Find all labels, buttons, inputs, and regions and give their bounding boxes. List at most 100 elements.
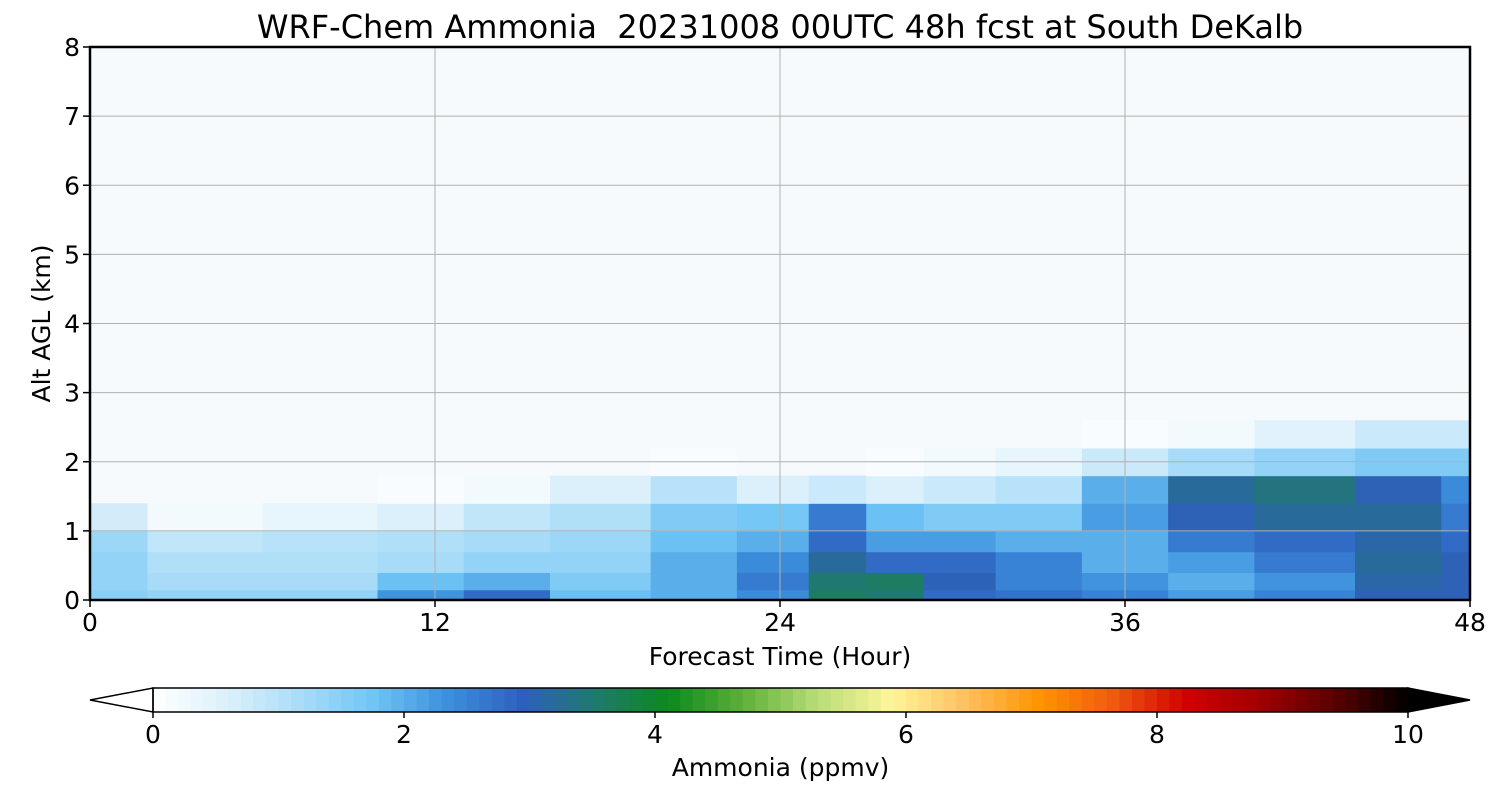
heatmap-cell <box>377 551 465 573</box>
heatmap-cell <box>650 503 738 532</box>
colorbar-segment <box>767 688 782 712</box>
colorbar-segment <box>981 688 995 712</box>
colorbar-segment <box>429 688 443 712</box>
colorbar-segment <box>1094 688 1108 712</box>
colorbar-segment <box>642 688 656 712</box>
heatmap-cell <box>377 589 465 601</box>
colorbar-segment <box>968 688 982 712</box>
colorbar-segment <box>830 688 844 712</box>
heatmap-cell <box>866 551 925 573</box>
y-tick-label: 6 <box>64 171 80 200</box>
heatmap-cell <box>550 503 652 532</box>
heatmap-cell <box>377 572 465 591</box>
heatmap-cell <box>1254 589 1356 601</box>
colorbar-segment <box>491 688 505 712</box>
heatmap-cell <box>808 530 867 553</box>
colorbar-segment <box>880 688 895 712</box>
heatmap-cell <box>650 475 738 504</box>
y-tick-label: 8 <box>64 33 80 62</box>
heatmap-cell <box>262 572 379 591</box>
colorbar-segment <box>203 688 217 712</box>
colorbar-segment <box>378 688 393 712</box>
heatmap-cell <box>463 551 551 573</box>
heatmap-cell <box>995 589 1083 601</box>
heatmap-cell <box>147 530 264 553</box>
colorbar-extend-low <box>89 687 154 713</box>
y-tick-label: 7 <box>64 102 80 131</box>
colorbar-segment <box>629 688 644 712</box>
heatmap-cell <box>1355 551 1442 573</box>
colorbar-segment <box>278 688 292 712</box>
heatmap-cell <box>147 503 264 532</box>
colorbar-segment <box>529 688 543 712</box>
colorbar-frame <box>152 687 1409 713</box>
colorbar-segment <box>404 688 418 712</box>
colorbar-extend-high <box>1407 687 1471 713</box>
colorbar-segment <box>1244 688 1258 712</box>
heatmap-cell <box>866 572 925 591</box>
colorbar-segment <box>366 688 380 712</box>
heatmap-cell <box>866 503 925 532</box>
colorbar-segment <box>1232 688 1246 712</box>
colorbar-segment <box>1395 688 1409 712</box>
heatmap-cell <box>550 551 652 573</box>
colorbar-segment <box>1157 688 1171 712</box>
heatmap-cell <box>650 551 738 573</box>
colorbar-segment <box>667 688 681 712</box>
y-tick-label: 4 <box>64 310 80 339</box>
colorbar-segment <box>1018 688 1033 712</box>
colorbar-segment <box>906 688 920 712</box>
heatmap-cell <box>1355 530 1442 553</box>
heatmap-cell <box>1441 530 1471 553</box>
colorbar-segment <box>1382 688 1397 712</box>
heatmap-cell <box>1355 420 1442 449</box>
colorbar-segment <box>516 688 531 712</box>
colorbar-segment <box>1370 688 1384 712</box>
colorbar-segment <box>353 688 367 712</box>
heatmap-cell <box>1441 551 1471 573</box>
colorbar-segment <box>1069 688 1083 712</box>
colorbar-segment <box>818 688 832 712</box>
colorbar-segment <box>1056 688 1070 712</box>
colorbar-segment <box>705 688 719 712</box>
heatmap-cell <box>736 530 810 553</box>
colorbar-segment <box>780 688 794 712</box>
heatmap-cell <box>866 530 925 553</box>
heatmap-cell <box>1441 589 1471 601</box>
colorbar-segment <box>215 688 229 712</box>
heatmap-cell <box>147 551 264 573</box>
heatmap-cell <box>995 503 1083 532</box>
colorbar-segment <box>454 688 468 712</box>
colorbar-segment <box>1006 688 1020 712</box>
heatmap-cell <box>1254 420 1356 449</box>
x-tick-label: 0 <box>82 608 98 637</box>
heatmap-cell <box>262 530 379 553</box>
heatmap-cell <box>463 589 551 601</box>
heatmap-cell <box>463 530 551 553</box>
heatmap-cell <box>463 503 551 532</box>
heatmap-cell <box>147 589 264 601</box>
colorbar-segment <box>918 688 932 712</box>
heatmap-cell <box>808 475 867 504</box>
colorbar-segment <box>1357 688 1371 712</box>
colorbar-tick-label: 4 <box>647 720 663 749</box>
colorbar-segment <box>1081 688 1095 712</box>
heatmap-cell <box>808 589 867 601</box>
colorbar-segment <box>1119 688 1133 712</box>
heatmap-cell <box>1441 503 1471 532</box>
heatmap-cell <box>923 589 997 601</box>
y-tick-label: 1 <box>64 517 80 546</box>
heatmap-cell <box>736 475 810 504</box>
heatmap-cell <box>808 503 867 532</box>
heatmap-cell <box>147 572 264 591</box>
colorbar-segment <box>466 688 480 712</box>
colorbar-segment <box>579 688 593 712</box>
colorbar-segment <box>805 688 819 712</box>
heatmap-cell <box>1168 589 1255 601</box>
heatmap-cell <box>1168 530 1255 553</box>
x-tick-label: 48 <box>1454 608 1486 637</box>
colorbar-segment <box>316 688 330 712</box>
colorbar-segment <box>893 688 907 712</box>
colorbar-segment <box>1320 688 1334 712</box>
heatmap-cell <box>1441 572 1471 591</box>
